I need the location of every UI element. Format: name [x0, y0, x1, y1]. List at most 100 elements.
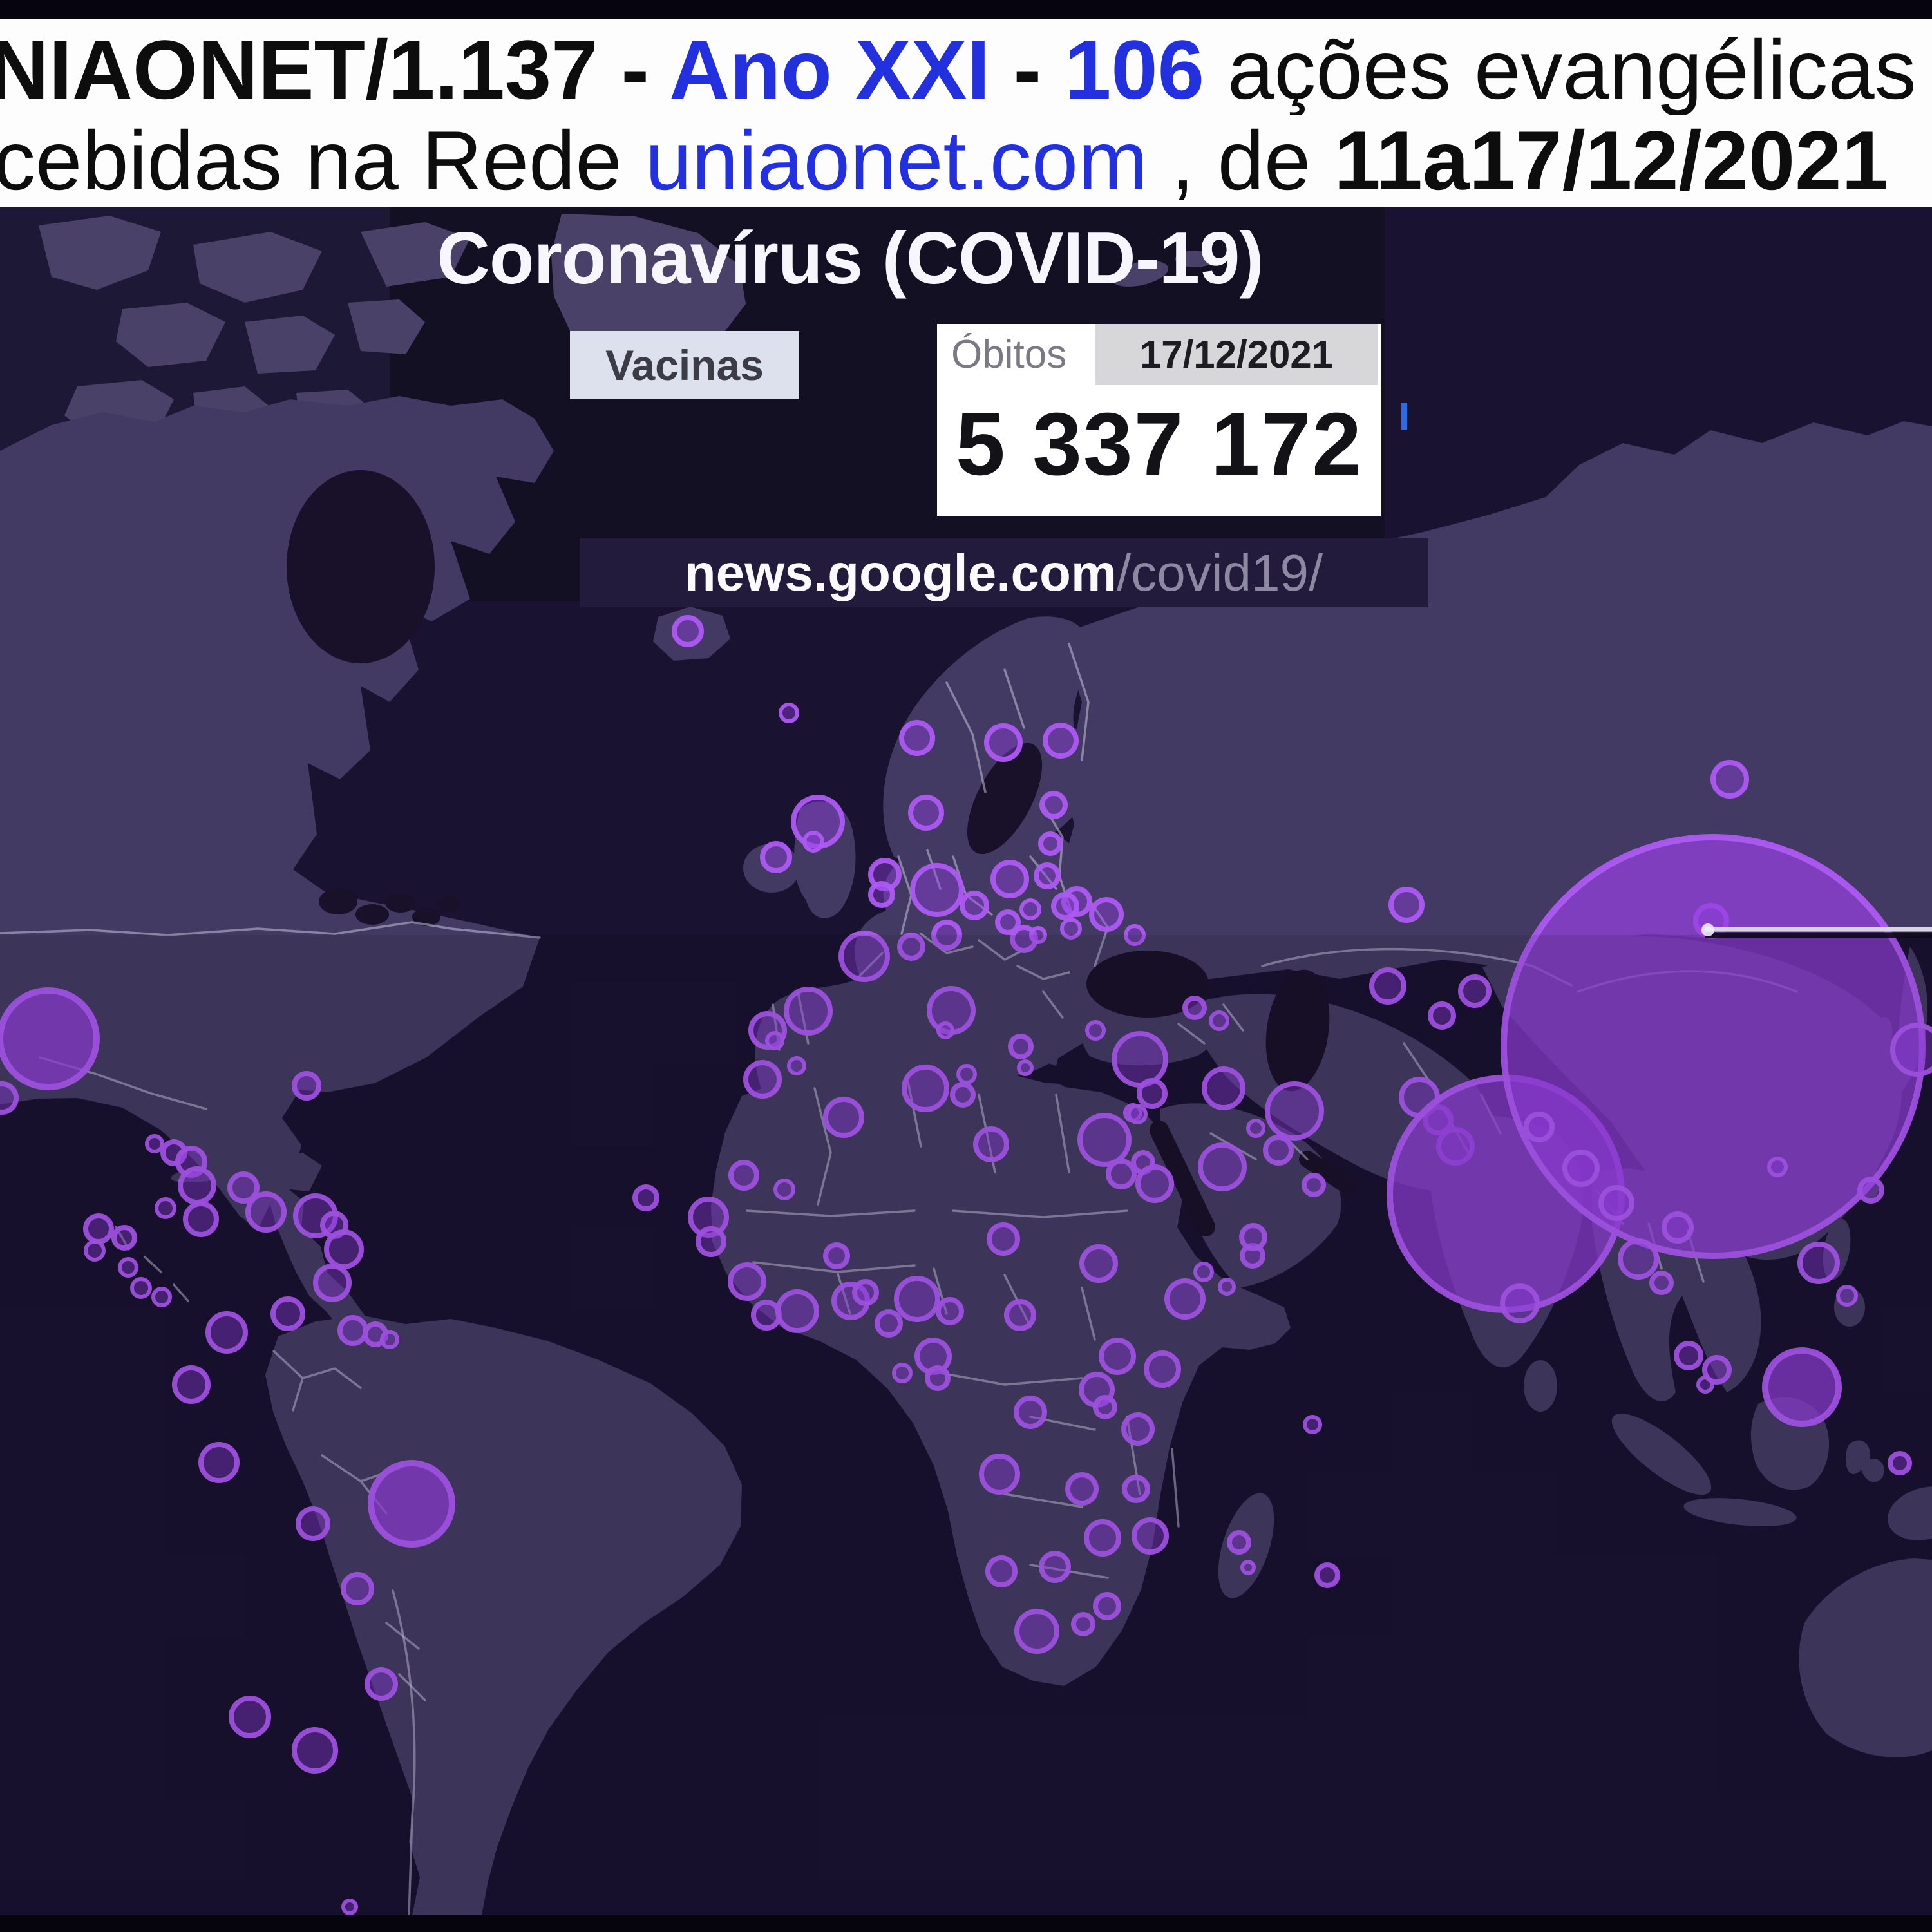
data-bubble — [1043, 723, 1079, 759]
data-bubble — [760, 841, 792, 873]
data-bubble — [925, 1365, 951, 1391]
data-bubble — [908, 795, 944, 831]
data-bubble — [1164, 1278, 1206, 1320]
data-bubble — [155, 1197, 176, 1219]
data-bubble — [324, 1229, 364, 1269]
data-bubble — [1265, 1081, 1324, 1141]
data-bubble — [151, 1287, 172, 1307]
data-bubble — [296, 1506, 330, 1541]
data-bubble — [172, 1365, 211, 1404]
deaths-panel-header: Óbitos 17/12/2021 — [937, 324, 1381, 385]
data-bubble — [688, 1197, 729, 1238]
data-bubble — [111, 1225, 137, 1251]
data-bubble — [728, 1262, 766, 1301]
data-bubble — [1239, 1223, 1267, 1251]
data-bubble — [1132, 1517, 1169, 1555]
data-bubble — [899, 720, 935, 756]
data-bubble — [1008, 1034, 1034, 1059]
data-bubble — [784, 987, 833, 1036]
data-bubble — [868, 881, 895, 908]
data-bubble — [1649, 1271, 1674, 1295]
data-bubble — [1369, 967, 1406, 1005]
data-bubble — [341, 1899, 358, 1915]
data-bubble — [1618, 1238, 1659, 1280]
data-bubble — [1263, 1135, 1294, 1166]
data-bubble — [1060, 918, 1082, 940]
data-bubble — [875, 1309, 903, 1338]
data-bubble — [1051, 892, 1079, 920]
data-bubble — [1079, 1244, 1118, 1283]
data-bubble — [1014, 1609, 1059, 1654]
date-selector[interactable]: 17/12/2021 — [1095, 324, 1378, 385]
data-bubble — [1303, 1415, 1322, 1434]
data-bubble — [1034, 862, 1061, 889]
data-bubble — [145, 1134, 164, 1153]
data-bubble — [984, 723, 1023, 762]
data-bubble — [1314, 1562, 1340, 1588]
data-bubble — [950, 1082, 976, 1108]
data-bubble — [852, 1279, 879, 1306]
data-bubble — [987, 1222, 1020, 1256]
top-black-bar — [0, 0, 1932, 19]
data-bubble — [292, 1071, 321, 1101]
data-bubble — [1767, 1157, 1788, 1177]
data-bubble — [1029, 926, 1047, 944]
data-bubble — [956, 1064, 977, 1084]
bottom-black-bar — [0, 1915, 1932, 1932]
data-bubble — [936, 1021, 954, 1039]
data-bubble — [1093, 1592, 1121, 1620]
data-bubble — [1836, 1285, 1858, 1307]
data-bubble — [292, 1727, 338, 1774]
data-bubble — [1106, 1159, 1137, 1189]
data-bubble — [1674, 1341, 1703, 1370]
data-bubble — [910, 863, 964, 917]
data-bubble — [1019, 898, 1041, 920]
tab-vacinas[interactable]: Vacinas — [570, 331, 799, 399]
data-bubble — [823, 1242, 850, 1269]
bubbles-layer — [0, 615, 1932, 1915]
data-bubble — [779, 703, 799, 723]
data-bubble — [672, 615, 704, 647]
data-bubble — [1662, 1211, 1694, 1244]
data-bubble — [1099, 1338, 1136, 1375]
data-bubble — [1710, 760, 1749, 799]
data-bubble — [1038, 831, 1063, 856]
data-bubble — [775, 1289, 819, 1333]
data-bubble — [1182, 996, 1207, 1020]
data-bubble — [1124, 924, 1146, 946]
deaths-panel: Óbitos 17/12/2021 5 337 172 — [937, 324, 1381, 516]
data-bubble — [1089, 897, 1124, 932]
data-bubble — [936, 1297, 964, 1325]
data-bubble — [198, 1442, 240, 1483]
data-bubble — [1122, 1475, 1150, 1503]
data-bubble — [1017, 1059, 1034, 1076]
data-bubble — [1890, 1023, 1932, 1077]
data-bubble — [995, 909, 1021, 935]
header-line-2: cebidas na Rede uniaonet.com , de 11a17/… — [0, 115, 1888, 206]
data-bubble — [931, 920, 962, 951]
tab-obitos[interactable]: Óbitos — [951, 332, 1067, 377]
data-bubble — [365, 1667, 398, 1701]
data-bubble — [990, 860, 1029, 898]
data-bubble — [0, 987, 100, 1090]
data-bubble — [1888, 1451, 1912, 1475]
data-bubble — [205, 1311, 248, 1354]
data-bubble — [728, 1160, 759, 1191]
data-bubble — [1039, 791, 1068, 819]
data-bubble — [0, 1081, 19, 1115]
data-bubble — [1085, 1020, 1106, 1041]
data-bubble — [696, 1226, 726, 1257]
url-domain: news.google.com — [684, 544, 1117, 601]
header-line-1: NIAONET/1.137 - Ano XXI - 106 ações evan… — [0, 24, 1917, 115]
header-banner: NIAONET/1.137 - Ano XXI - 106 ações evan… — [0, 19, 1932, 207]
data-bubble — [1071, 1612, 1095, 1636]
data-bubble — [1598, 1185, 1634, 1221]
data-bubble — [1135, 1164, 1174, 1203]
data-bubble — [973, 1126, 1009, 1162]
data-bubble — [1127, 1104, 1148, 1124]
data-bubble — [1702, 1355, 1732, 1385]
data-bubble — [902, 1065, 949, 1112]
data-bubble — [84, 1240, 106, 1262]
